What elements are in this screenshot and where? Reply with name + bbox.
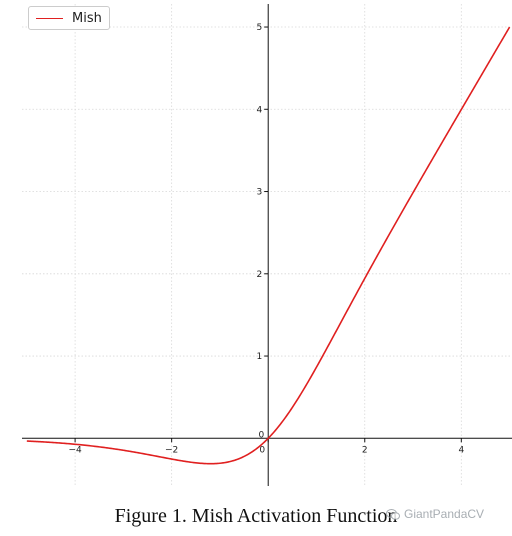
x-tick-label: −4 (68, 445, 82, 455)
series-line-mish (26, 26, 511, 465)
watermark-text: GiantPandaCV (404, 507, 485, 521)
x-tick-label: 2 (362, 445, 368, 455)
x-tick-label: −2 (165, 445, 178, 455)
legend-line-mish (36, 17, 63, 19)
y-tick-label: 0 (258, 430, 264, 440)
legend: Mish (28, 6, 110, 30)
y-tick-label: 3 (256, 188, 262, 198)
y-tick-label: 4 (256, 105, 262, 115)
mish-chart: −4 −2 0 2 4 0 1 2 3 4 5 (22, 4, 512, 486)
y-tick-label: 2 (256, 270, 262, 280)
wechat-icon (386, 508, 400, 520)
y-tick-label: 5 (256, 23, 262, 33)
x-tick-label: 0 (259, 445, 265, 455)
legend-label-mish: Mish (72, 10, 102, 26)
x-tick-label: 4 (458, 445, 464, 455)
y-tick-label: 1 (256, 352, 262, 362)
figure-caption: Figure 1. Mish Activation Function (114, 505, 398, 527)
watermark: GiantPandaCV (386, 507, 484, 521)
